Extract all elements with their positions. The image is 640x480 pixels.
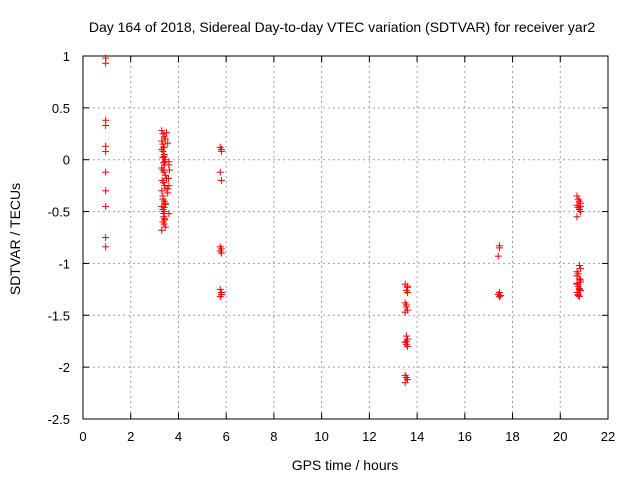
data-point <box>404 282 412 290</box>
x-tick-label: 20 <box>553 429 567 444</box>
y-tick-label: -0.5 <box>48 205 70 220</box>
data-point <box>216 168 224 176</box>
data-point <box>404 288 412 296</box>
data-point <box>102 234 110 241</box>
plot-border <box>82 55 609 420</box>
data-point <box>160 203 168 211</box>
y-tick-label: 1 <box>63 49 70 64</box>
x-tick-label: 6 <box>223 429 230 444</box>
y-tick-label: -1 <box>58 256 70 271</box>
x-axis-title: GPS time / hours <box>292 457 399 473</box>
data-point <box>495 293 503 301</box>
y-axis-title: SDTVAR / TECUs <box>7 183 23 295</box>
data-point <box>158 226 166 234</box>
data-point <box>102 121 110 129</box>
data-point <box>159 130 167 138</box>
y-tick-label: -2 <box>58 360 70 375</box>
data-point <box>165 182 173 190</box>
data-point <box>216 285 224 293</box>
data-point <box>160 179 168 187</box>
data-point <box>160 210 168 218</box>
data-point <box>102 147 110 155</box>
x-tick-label: 4 <box>175 429 182 444</box>
x-tick-label: 16 <box>458 429 472 444</box>
data-point <box>404 342 412 350</box>
data-points <box>102 54 585 387</box>
y-tick-label: 0.5 <box>52 101 70 116</box>
x-tick-label: 0 <box>79 429 86 444</box>
data-point <box>573 192 581 200</box>
data-point <box>575 275 583 283</box>
data-point <box>217 176 225 184</box>
x-tick-label: 14 <box>410 429 424 444</box>
data-point <box>163 129 171 137</box>
data-point <box>160 168 168 176</box>
data-point <box>102 187 110 195</box>
x-tick-label: 22 <box>601 429 615 444</box>
data-point <box>402 301 410 309</box>
data-point <box>159 195 167 203</box>
y-tick-label: -1.5 <box>48 308 70 323</box>
data-point <box>217 249 225 257</box>
data-point <box>102 59 110 67</box>
x-tick-label: 10 <box>314 429 328 444</box>
data-point <box>160 143 168 151</box>
data-point <box>161 215 169 223</box>
data-point <box>165 158 173 166</box>
data-point <box>573 268 581 276</box>
data-point <box>161 171 169 179</box>
data-point <box>164 139 172 147</box>
data-point <box>102 202 110 210</box>
data-point <box>575 262 583 270</box>
data-point <box>494 252 502 260</box>
data-point <box>158 127 166 135</box>
data-point <box>577 202 585 210</box>
data-point <box>161 223 169 231</box>
data-point <box>159 147 167 155</box>
x-tick-label: 2 <box>127 429 134 444</box>
data-point <box>102 168 110 176</box>
data-point <box>402 337 410 345</box>
data-point <box>165 166 173 174</box>
data-point <box>575 293 583 301</box>
data-point <box>497 292 505 300</box>
data-point <box>217 291 225 299</box>
data-point <box>401 379 409 387</box>
data-point <box>158 187 166 195</box>
y-tick-label: -2.5 <box>48 412 70 427</box>
ticks: 0 2 4 6 8 10 12 14 16 18 20 22 -2.5 -2 -1.5 -1 -0.5 0 0.5 1 <box>48 49 616 444</box>
data-point <box>164 174 172 182</box>
data-point <box>102 243 110 251</box>
data-point <box>575 285 583 293</box>
plot-frame <box>82 55 609 420</box>
data-point <box>577 276 585 284</box>
x-tick-label: 12 <box>362 429 376 444</box>
data-point <box>577 265 585 273</box>
data-point <box>574 292 582 300</box>
data-point <box>161 200 169 208</box>
data-point <box>573 279 581 287</box>
data-point <box>401 308 409 316</box>
x-tick-label: 18 <box>505 429 519 444</box>
x-tick-label: 8 <box>270 429 277 444</box>
grid <box>83 56 608 419</box>
data-point <box>158 137 166 145</box>
data-point <box>161 135 169 143</box>
data-point <box>159 140 167 148</box>
data-point <box>495 244 503 252</box>
data-point <box>164 185 172 193</box>
data-point <box>217 147 225 155</box>
chart-title: Day 164 of 2018, Sidereal Day-to-day VTE… <box>89 19 595 35</box>
data-point <box>573 213 581 221</box>
data-point <box>577 286 585 294</box>
y-tick-label: 0 <box>63 153 70 168</box>
